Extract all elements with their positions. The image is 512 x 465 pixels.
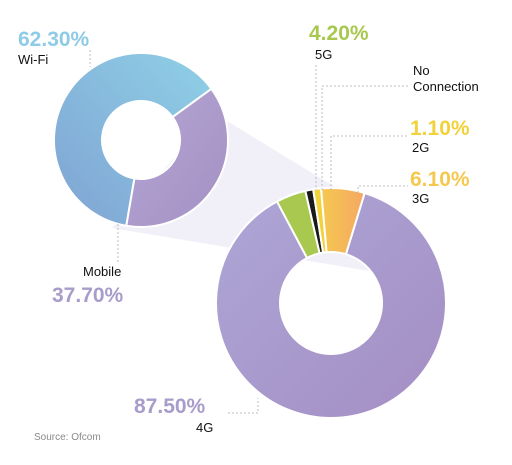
slice-4g bbox=[215, 191, 447, 419]
wifi-category-label: Wi-Fi bbox=[18, 52, 48, 67]
3g-percent-label: 6.10% bbox=[410, 168, 470, 191]
mobile-category-label: Mobile bbox=[83, 264, 121, 279]
slice-3g bbox=[319, 187, 366, 256]
4g-category-label: 4G bbox=[196, 420, 213, 435]
mobile-percent-label: 37.70% bbox=[52, 284, 124, 307]
wifi-percent-label: 62.30% bbox=[18, 28, 90, 51]
no-connection-label: No Connection bbox=[413, 63, 479, 94]
5g-category-label: 5G bbox=[315, 47, 332, 62]
leader-4g bbox=[228, 398, 259, 414]
leader-3g bbox=[357, 185, 408, 193]
slice-wi-fi bbox=[53, 52, 213, 227]
4g-percent-label: 87.50% bbox=[134, 395, 206, 418]
no-connection-label-line-2: Connection bbox=[413, 79, 479, 94]
2g-category-label: 2G bbox=[412, 140, 429, 155]
slice-mobile bbox=[125, 87, 229, 228]
mobile-breakdown-donut bbox=[215, 187, 447, 419]
leader-no-connection bbox=[321, 85, 408, 190]
2g-percent-label: 1.10% bbox=[410, 117, 470, 140]
leader-2g bbox=[330, 135, 408, 190]
source-note: Source: Ofcom bbox=[34, 432, 101, 443]
no-connection-label-line-1: No bbox=[413, 63, 430, 78]
5g-percent-label: 4.20% bbox=[309, 22, 369, 45]
3g-category-label: 3G bbox=[412, 191, 429, 206]
wifi-mobile-donut bbox=[53, 52, 229, 228]
